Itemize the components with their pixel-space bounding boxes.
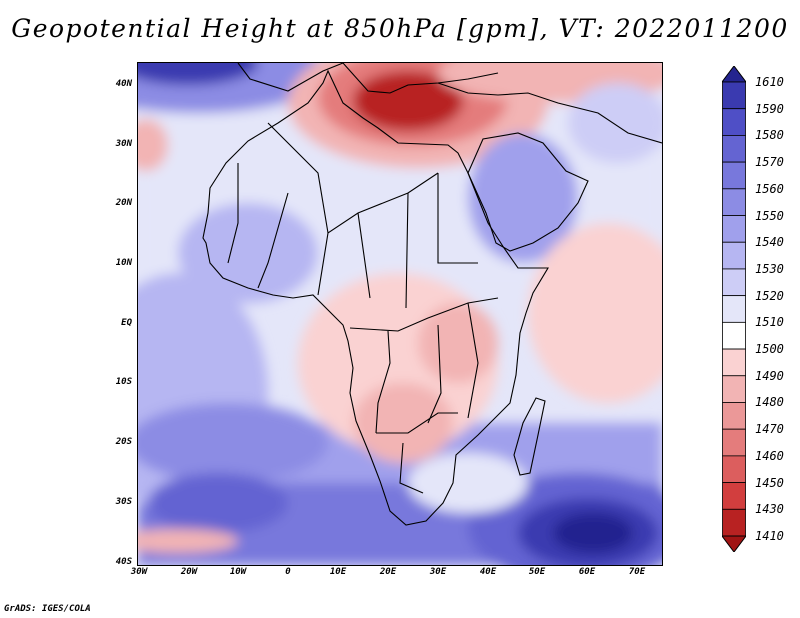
colorbar-bottom-arrow bbox=[722, 535, 746, 552]
colorbar-swatch bbox=[722, 108, 746, 136]
lat-label-40n: 40N bbox=[115, 79, 132, 89]
lon-label-40e: 40E bbox=[479, 567, 497, 577]
colorbar-level-label: 1570 bbox=[755, 155, 784, 170]
geopotential-field bbox=[138, 63, 662, 565]
lat-label-30s: 30S bbox=[115, 497, 132, 507]
lon-label-70e: 70E bbox=[628, 567, 646, 577]
colorbar-level-label: 1530 bbox=[755, 261, 784, 276]
lon-label-20e: 20E bbox=[379, 567, 397, 577]
colorbar-level-label: 1460 bbox=[755, 448, 784, 463]
colorbar-swatch bbox=[722, 241, 746, 270]
coastlines bbox=[202, 63, 662, 526]
colorbar-swatch bbox=[722, 188, 746, 216]
colorbar bbox=[722, 66, 746, 552]
credit-text: GrADS: IGES/COLA bbox=[4, 604, 91, 614]
colorbar-level-label: 1430 bbox=[755, 502, 784, 517]
colorbar-level-label: 1410 bbox=[755, 529, 784, 543]
colorbar-swatch bbox=[722, 135, 746, 163]
lon-label-50e: 50E bbox=[528, 567, 546, 577]
map-plot-area bbox=[137, 62, 663, 566]
colorbar-swatch bbox=[722, 455, 746, 483]
lat-label-10s: 10S bbox=[115, 377, 132, 387]
colorbar-swatch bbox=[722, 321, 746, 350]
colorbar-level-label: 1550 bbox=[755, 208, 784, 223]
lat-label-40s: 40S bbox=[115, 557, 132, 567]
lon-label-0: 0 bbox=[285, 567, 291, 577]
colorbar-top-arrow bbox=[722, 66, 746, 83]
colorbar-level-label: 1480 bbox=[755, 395, 784, 410]
lat-label-eq: EQ bbox=[121, 318, 132, 328]
colorbar-swatch bbox=[722, 348, 746, 377]
colorbar-swatch bbox=[722, 402, 746, 430]
colorbar-level-label: 1450 bbox=[755, 475, 784, 490]
colorbar-level-label: 1470 bbox=[755, 422, 784, 437]
colorbar-level-label: 1560 bbox=[755, 181, 784, 196]
lat-label-20s: 20S bbox=[115, 437, 132, 447]
colorbar-level-label: 1520 bbox=[755, 288, 784, 303]
colorbar-swatch bbox=[722, 508, 746, 537]
lon-label-30e: 30E bbox=[429, 567, 447, 577]
lon-label-20w: 20W bbox=[180, 567, 198, 577]
colorbar-swatch bbox=[722, 375, 746, 403]
lat-label-20n: 20N bbox=[115, 198, 132, 208]
colorbar-level-label: 1590 bbox=[755, 101, 784, 116]
colorbar-swatch bbox=[722, 81, 746, 110]
colorbar-swatch bbox=[722, 268, 746, 297]
colorbar-level-label: 1510 bbox=[755, 315, 784, 330]
colorbar-swatch bbox=[722, 215, 746, 243]
colorbar-level-label: 1540 bbox=[755, 235, 784, 250]
colorbar-level-label: 1500 bbox=[755, 342, 784, 357]
colorbar-level-label: 1490 bbox=[755, 368, 784, 383]
map-title: Geopotential Height at 850hPa [gpm], VT:… bbox=[11, 14, 789, 43]
lon-label-10e: 10E bbox=[329, 567, 347, 577]
colorbar-swatch bbox=[722, 161, 746, 190]
colorbar-swatch bbox=[722, 428, 746, 457]
lon-label-10w: 10W bbox=[229, 567, 247, 577]
colorbar-level-label: 1610 bbox=[755, 75, 784, 89]
lat-label-10n: 10N bbox=[115, 258, 132, 268]
colorbar-swatch bbox=[722, 482, 746, 510]
lon-label-30w: 30W bbox=[130, 567, 148, 577]
colorbar-swatch bbox=[722, 295, 746, 323]
lon-label-60e: 60E bbox=[578, 567, 596, 577]
lat-label-30n: 30N bbox=[115, 139, 132, 149]
colorbar-level-label: 1580 bbox=[755, 128, 784, 143]
